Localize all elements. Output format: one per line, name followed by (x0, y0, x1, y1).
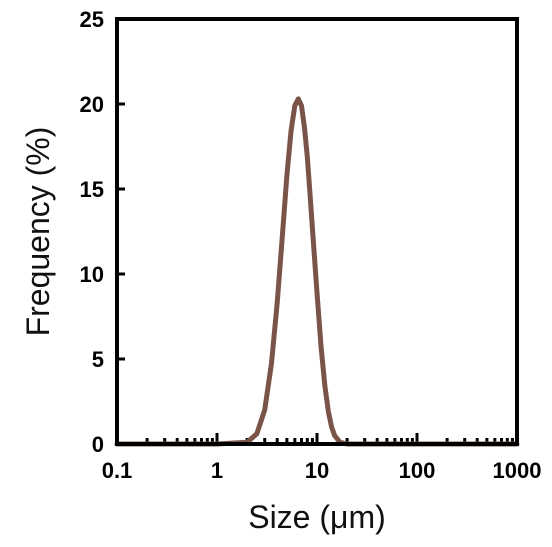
x-tick-label: 1 (211, 458, 223, 483)
x-axis-title: Size (μm) (248, 499, 386, 535)
y-tick-label: 0 (92, 432, 104, 457)
series-line (114, 96, 520, 447)
y-tick-label: 25 (80, 7, 104, 32)
series-layer (114, 96, 520, 447)
tick-labels: 0.1 1 10 100 1000 0 5 10 15 20 25 (80, 7, 542, 483)
y-tick-label: 10 (80, 262, 104, 287)
x-tick-label: 0.1 (102, 458, 133, 483)
x-tick-label: 100 (399, 458, 436, 483)
y-tick-label: 5 (92, 347, 104, 372)
y-axis-title: Frequency (%) (20, 127, 56, 337)
plot-area-frame (115, 17, 519, 446)
y-tick-label: 20 (80, 92, 104, 117)
x-tick-label: 10 (305, 458, 329, 483)
y-tick-label: 15 (80, 177, 104, 202)
x-tick-label: 1000 (493, 458, 542, 483)
